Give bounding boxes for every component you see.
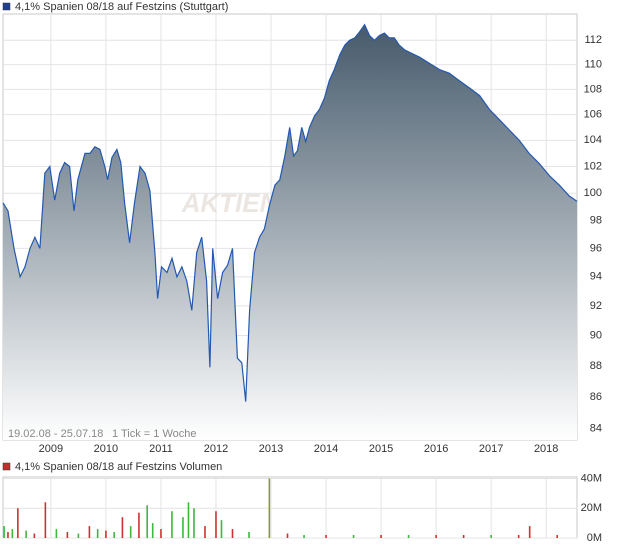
- volume-bar: [303, 535, 305, 538]
- volume-bar: [55, 529, 58, 538]
- volume-bar: [7, 532, 9, 538]
- volume-bar: [66, 532, 69, 538]
- volume-bar: [121, 517, 124, 538]
- volume-bar: [528, 526, 531, 538]
- volume-bar: [160, 529, 162, 538]
- legend-swatch: [2, 2, 11, 11]
- y-tick-label: 92: [590, 300, 602, 312]
- price-line: [2, 23, 578, 402]
- volume-bar: [105, 530, 107, 538]
- y-tick-label: 90: [590, 329, 602, 341]
- x-tick-label: 2011: [149, 443, 173, 455]
- y-tick-label: 108: [584, 83, 602, 95]
- volume-bar: [171, 511, 173, 538]
- volume-bar: [380, 535, 382, 538]
- volume-bar: [352, 535, 355, 538]
- y-tick-label: 88: [590, 360, 602, 372]
- y-tick-label: 84: [590, 423, 602, 435]
- volume-bar: [556, 535, 558, 538]
- y-tick-label: 0M: [587, 532, 602, 544]
- volume-bar: [187, 502, 190, 538]
- range-label: 19.02.08 - 25.07.18: [8, 428, 103, 440]
- x-tick-label: 2013: [259, 443, 283, 455]
- y-tick-label: 104: [584, 134, 602, 146]
- price-area: [3, 24, 577, 440]
- y-tick-label: 96: [590, 242, 602, 254]
- y-tick-label: 100: [584, 187, 602, 199]
- volume-bar: [33, 533, 36, 538]
- volume-bar: [325, 535, 327, 538]
- x-tick-label: 2009: [39, 443, 63, 455]
- volume-bar: [17, 508, 19, 538]
- volume-bar: [138, 512, 140, 538]
- volume-bar: [248, 532, 250, 538]
- x-tick-label: 2015: [369, 443, 393, 455]
- legend-label: 4,1% Spanien 08/18 auf Festzins (Stuttga…: [15, 1, 228, 13]
- volume-bar: [517, 535, 520, 538]
- volume-bar: [182, 517, 184, 538]
- x-tick-label: 2018: [534, 443, 558, 455]
- volume-bar: [113, 532, 115, 538]
- volume-bar: [88, 526, 91, 538]
- x-tick-label: 2017: [479, 443, 503, 455]
- volume-bar: [25, 530, 27, 538]
- volume-bar: [44, 502, 47, 538]
- volume-bar: [407, 535, 410, 538]
- volume-bar: [96, 529, 99, 538]
- volume-bar: [231, 529, 234, 538]
- y-tick-label: 106: [584, 109, 602, 121]
- volume-bar: [220, 520, 223, 538]
- volume-bar: [193, 508, 195, 538]
- legend-label: 4,1% Spanien 08/18 auf Festzins Volumen: [15, 461, 222, 473]
- legend-swatch: [2, 462, 11, 471]
- y-tick-label: 112: [584, 34, 602, 46]
- x-tick-label: 2014: [314, 443, 338, 455]
- y-tick-label: 98: [590, 214, 602, 226]
- volume-bar: [11, 529, 14, 538]
- volume-bar: [204, 526, 206, 538]
- volume-bar: [146, 505, 148, 538]
- volume-bar: [490, 535, 492, 538]
- y-tick-label: 86: [590, 391, 602, 403]
- volume-bar: [3, 526, 5, 538]
- tick-info: 1 Tick = 1 Woche: [112, 428, 196, 440]
- watermark: AKTIEN: [181, 188, 280, 218]
- volume-bar: [215, 511, 217, 538]
- volume-bar: [286, 533, 289, 538]
- volume-bar: [129, 526, 132, 538]
- x-tick-label: 2010: [94, 443, 118, 455]
- y-tick-label: 110: [584, 59, 602, 71]
- y-tick-label: 20M: [581, 502, 602, 514]
- volume-bar: [435, 535, 437, 538]
- volume-bar: [268, 478, 271, 538]
- x-tick-label: 2012: [204, 443, 228, 455]
- volume-bar: [77, 533, 80, 538]
- volume-bar: [462, 535, 465, 538]
- y-tick-label: 102: [584, 160, 602, 172]
- volume-bar: [151, 523, 154, 538]
- y-tick-label: 94: [590, 271, 602, 283]
- y-tick-label: 40M: [581, 472, 602, 484]
- x-tick-label: 2016: [424, 443, 448, 455]
